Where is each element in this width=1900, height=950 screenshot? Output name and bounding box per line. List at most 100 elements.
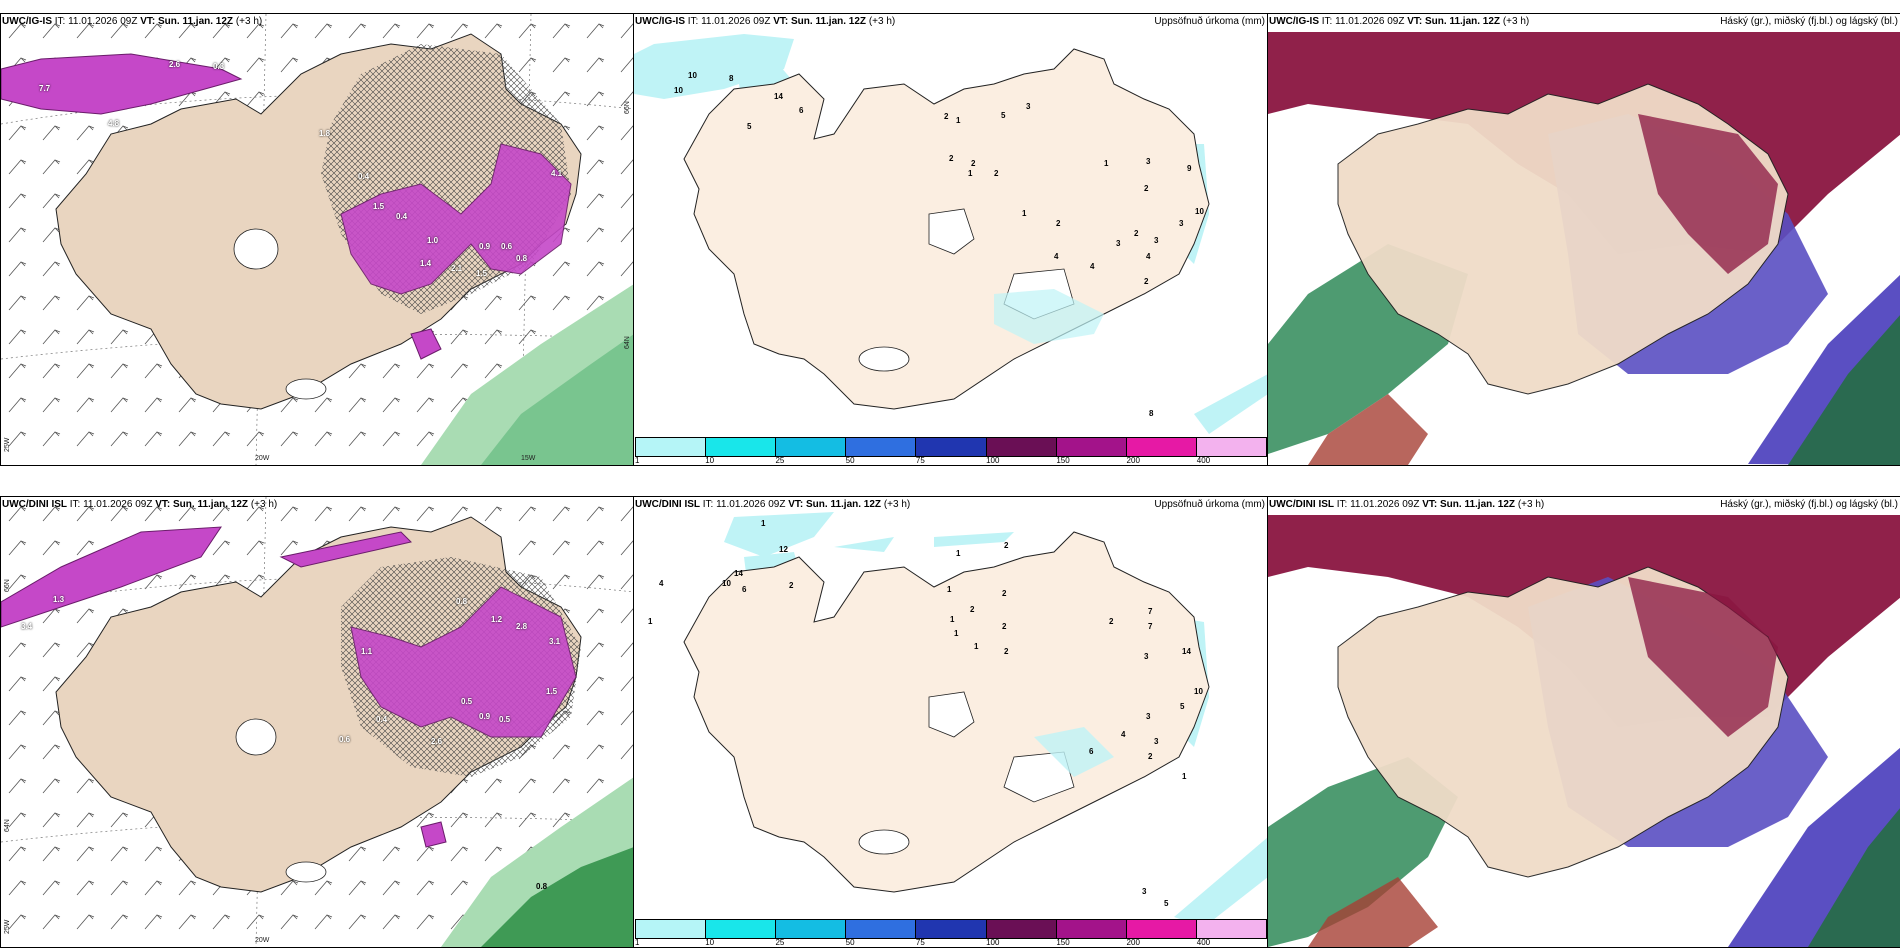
precip-value: 0.6 — [501, 242, 513, 251]
precip-value: 0.8 — [536, 882, 548, 891]
precip-value: 6 — [1089, 747, 1094, 756]
map-panel-dini-clouds: UWC/DINI ISL IT: 11.01.2026 09Z VT: Sun.… — [1267, 496, 1900, 948]
precip-value: 4 — [659, 579, 664, 588]
lon-label-20w: 20W — [255, 455, 270, 462]
panel-title: Háský (gr.), miðský (fj.bl.) og lágský (… — [1720, 16, 1898, 27]
precip-value: 2 — [1002, 622, 1007, 631]
precip-value: 1 — [1022, 209, 1027, 218]
legend-label: 75 — [915, 938, 925, 947]
precip-value: 2.8 — [516, 622, 528, 631]
precip-value: 3 — [1179, 219, 1184, 228]
precip-value: 1 — [956, 116, 961, 125]
precip-value: 10 — [1194, 687, 1203, 696]
legend-colorbar — [635, 437, 1267, 457]
precip-value: 1 — [1104, 159, 1109, 168]
precip-value: 1 — [950, 615, 955, 624]
precip-area — [1, 526, 222, 628]
precip-value: 1 — [954, 629, 959, 638]
legend-swatch — [845, 920, 916, 938]
precip-value: 2 — [1109, 617, 1114, 626]
precip-value: 1.2 — [491, 615, 503, 624]
legend-swatch — [915, 920, 986, 938]
panel-title: Háský (gr.), miðský (fj.bl.) og lágský (… — [1720, 499, 1898, 510]
precip-value: 0.4 — [396, 212, 408, 221]
precip-value: 0.8 — [456, 597, 468, 606]
precip-value: 8 — [1149, 409, 1154, 418]
precip-value: 5 — [1180, 702, 1185, 711]
precip-value: 8 — [729, 74, 734, 83]
legend-swatch — [1125, 920, 1196, 938]
precip-value: 1 — [648, 617, 653, 626]
legend-swatch — [985, 438, 1056, 456]
precip-map — [683, 512, 1268, 927]
precip-value: 14 — [774, 92, 783, 101]
precip-value: 10 — [688, 71, 697, 80]
precip-value: 7 — [1148, 607, 1153, 616]
precip-value: 0.9 — [479, 242, 491, 251]
precip-value: 2 — [994, 169, 999, 178]
lat-label-64n: 64N — [4, 819, 11, 832]
precip-value: 7 — [1148, 622, 1153, 631]
legend-swatch — [1195, 438, 1267, 456]
precip-value: 5 — [1164, 899, 1169, 908]
precip-value: 2 — [1148, 752, 1153, 761]
legend-label: 75 — [915, 456, 925, 465]
legend-swatch — [1195, 920, 1267, 938]
precip-legend: 1 10 25 50 75 100 150 200 400 — [634, 919, 1268, 947]
precip-value: 0.3 — [213, 62, 225, 71]
legend-label: 100 — [986, 456, 1000, 465]
panel-title: Uppsöfnuð úrkoma (mm) — [1154, 499, 1265, 510]
legend-colorbar — [635, 919, 1267, 939]
precip-value: 2 — [1056, 219, 1061, 228]
precip-value: 1.4 — [420, 259, 432, 268]
precip-value: 2 — [970, 605, 975, 614]
precip-value: 0.5 — [499, 715, 511, 724]
precip-value: 14 — [734, 569, 743, 578]
legend-label: 200 — [1126, 938, 1140, 947]
precip-value: 2 — [944, 112, 949, 121]
legend-label: 400 — [1196, 938, 1211, 947]
precip-value: 4 — [1121, 730, 1126, 739]
precip-value: 1 — [1182, 772, 1187, 781]
panel-header: UWC/IG-IS IT: 11.01.2026 09Z VT: Sun. 11… — [635, 16, 896, 27]
precip-value: 1.3 — [53, 595, 65, 604]
precip-value: 3 — [1154, 236, 1159, 245]
legend-label: 25 — [775, 938, 785, 947]
legend-swatch — [845, 438, 916, 456]
precip-value: 3.1 — [549, 637, 561, 646]
legend-label: 400 — [1196, 456, 1211, 465]
precip-value: 1.8 — [319, 129, 331, 138]
precip-value: 10 — [674, 86, 683, 95]
map-panel-igis-precip: UWC/IG-IS IT: 11.01.2026 09Z VT: Sun. 11… — [633, 13, 1269, 466]
precip-value: 12 — [779, 545, 788, 554]
precip-value: 0.8 — [516, 254, 528, 263]
map-panel-igis-wind: UWC/IG-IS IT: 11.01.2026 09Z VT: Sun. 11… — [0, 13, 635, 466]
precip-value: 10 — [722, 579, 731, 588]
lat-label-66n: 66N — [4, 579, 11, 592]
precip-value: 10 — [1195, 207, 1204, 216]
precip-value: 9 — [1187, 164, 1192, 173]
precip-value: 0.6 — [339, 735, 351, 744]
legend-swatch — [705, 438, 776, 456]
precip-value: 2 — [1002, 589, 1007, 598]
precip-value: 2 — [1144, 184, 1149, 193]
precip-legend: 1 10 25 50 75 100 150 200 400 — [634, 437, 1268, 465]
precip-value: 2.6 — [169, 60, 181, 69]
precip-value: 2.6 — [431, 737, 443, 746]
legend-label: 25 — [775, 456, 785, 465]
lon-label-15w: 15W — [521, 455, 536, 462]
precip-value: 2 — [1004, 647, 1009, 656]
precip-value: 14 — [1182, 647, 1191, 656]
precip-value: 6 — [799, 106, 804, 115]
precip-value: 1.0 — [427, 236, 439, 245]
precip-value: 0.4 — [358, 172, 370, 181]
cloud-map — [1268, 32, 1900, 465]
legend-swatch — [1055, 438, 1126, 456]
legend-swatch — [635, 920, 706, 938]
precip-value: 1.1 — [361, 647, 373, 656]
panel-header: UWC/DINI ISL IT: 11.01.2026 09Z VT: Sun.… — [635, 499, 911, 510]
precip-value: 1 — [956, 549, 961, 558]
precip-value: 2 — [971, 159, 976, 168]
precip-value: 4.8 — [108, 119, 120, 128]
precip-value: 1.5 — [373, 202, 385, 211]
